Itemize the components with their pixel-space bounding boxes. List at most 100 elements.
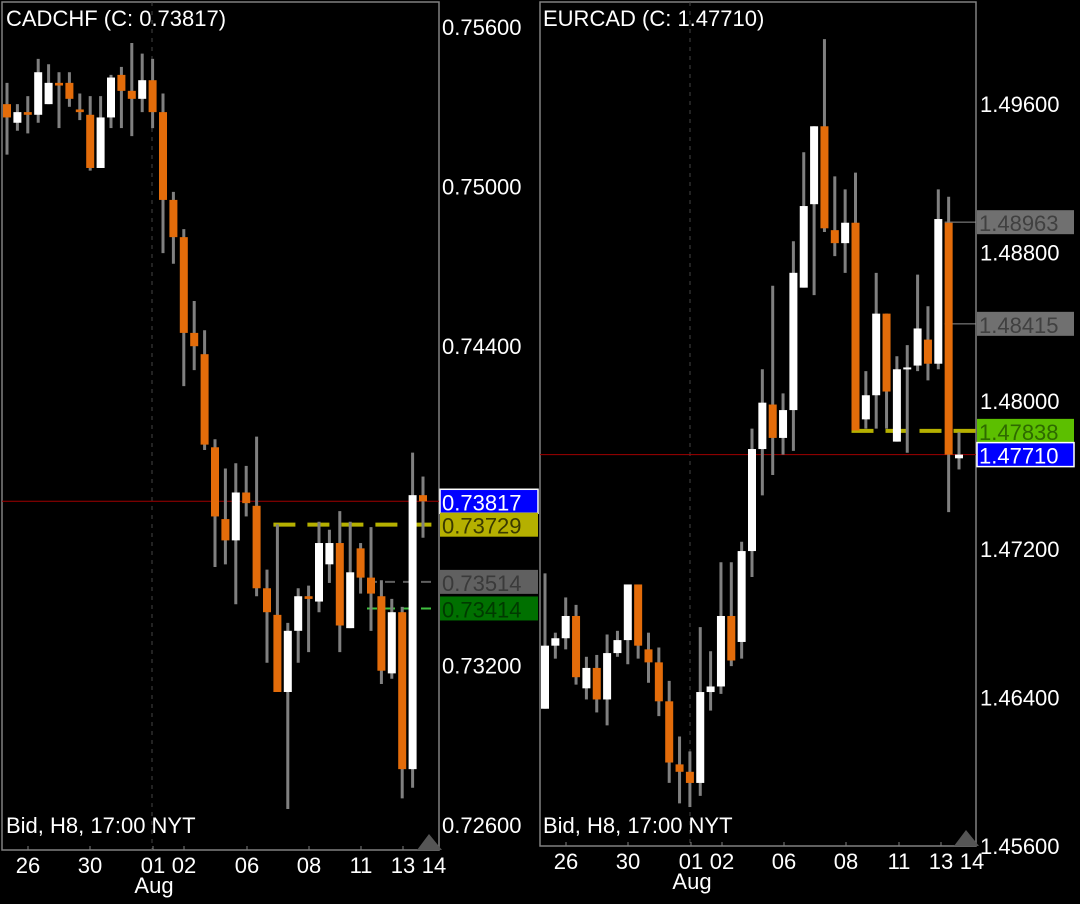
candle-body [551, 638, 560, 646]
cadchf-candle [315, 521, 323, 613]
candle-body [419, 495, 427, 502]
candle-body [675, 764, 684, 772]
candle-body [634, 584, 643, 646]
eurcad-price-tag [977, 311, 1074, 336]
candle-body [955, 454, 963, 459]
eurcad-candle [541, 573, 549, 709]
cadchf-x-tick-label: 06 [235, 853, 259, 878]
candle-body [23, 112, 32, 115]
eurcad-candle [861, 371, 870, 429]
eurcad-price-tag-label: 1.48963 [979, 211, 1059, 236]
candle-body [294, 596, 303, 631]
eurcad-candle [582, 656, 591, 700]
cadchf-price-tag-label: 0.73817 [442, 490, 522, 515]
candle-body [582, 667, 591, 689]
eurcad-candle [882, 313, 891, 429]
eurcad-candle [934, 189, 943, 370]
eurcad-price-tag [977, 418, 1074, 443]
candle-body [654, 662, 663, 702]
cadchf-candle [211, 439, 219, 567]
candle-body [799, 206, 808, 288]
cadchf-candle [13, 104, 22, 131]
eurcad-y-tick-label: 1.47200 [980, 537, 1060, 562]
cadchf-x-tick-label: 11 [350, 853, 373, 878]
candle-body [748, 449, 756, 552]
eurcad-candle [613, 630, 622, 657]
candle-body [851, 222, 860, 431]
cadchf-price-tag-label: 0.73514 [442, 571, 522, 596]
cadchf-candle [398, 606, 407, 799]
candle-body [55, 82, 63, 86]
eurcad-chart: 1.49600 1.48800 1.48000 1.47200 1.46400 1.456… [539, 1, 1075, 894]
candle-body [138, 80, 147, 99]
eurcad-candle [799, 152, 808, 288]
eurcad-y-tick-label: 1.48800 [980, 240, 1060, 265]
cadchf-candle [179, 229, 188, 387]
cadchf-x-tick-label: 02 [172, 853, 196, 878]
candle-body [613, 640, 622, 654]
eurcad-x-month-label: Aug [672, 869, 711, 894]
candle-body [65, 82, 74, 99]
candle-body [398, 612, 407, 770]
cadchf-candle [252, 436, 261, 597]
cadchf-candle [408, 452, 417, 788]
cadchf-plot-border [1, 1, 440, 851]
cadchf-candle [169, 191, 178, 264]
cadchf-x-tick-label: 26 [16, 853, 40, 878]
eurcad-candle [923, 306, 932, 381]
candle-body [810, 126, 819, 205]
candle-body [179, 237, 188, 333]
cadchf-candle [273, 524, 282, 692]
candle-body [541, 645, 549, 709]
candle-body [377, 596, 386, 671]
candle-body [696, 692, 705, 783]
cadchf-chart-title: CADCHF (C: 0.73817) [6, 6, 227, 31]
candle-body [716, 615, 725, 687]
eurcad-candle [623, 584, 632, 665]
candle-body [861, 395, 870, 420]
cadchf-candle [346, 521, 355, 629]
cadchf-y-tick-label: 0.72600 [442, 813, 522, 838]
cadchf-scroll-end-icon[interactable] [417, 834, 442, 850]
cadchf-candle [356, 543, 365, 594]
cadchf-candle [75, 93, 84, 121]
candle-body [737, 551, 746, 642]
candle-body [758, 402, 767, 450]
cadchf-x-month-label: Aug [134, 873, 173, 898]
eurcad-candle [706, 651, 715, 711]
eurcad-candle [654, 647, 663, 717]
cadchf-candle [242, 465, 251, 517]
candle-body [706, 686, 715, 693]
eurcad-candle [696, 627, 705, 796]
eurcad-candle [685, 751, 694, 808]
cadchf-x-tick-label: 13 [391, 853, 415, 878]
eurcad-candle [592, 654, 601, 713]
candle-body [572, 615, 581, 678]
eurcad-x-tick-label: 14 [960, 849, 984, 874]
cadchf-price-tag [440, 596, 538, 621]
candle-body [623, 584, 632, 641]
candle-body [127, 90, 136, 99]
candle-body [841, 222, 850, 244]
eurcad-x-tick-label: 02 [710, 849, 734, 874]
eurcad-scroll-end-icon[interactable] [954, 830, 979, 846]
candle-body [779, 410, 788, 438]
candle-body [325, 543, 334, 565]
eurcad-price-tag [976, 441, 1075, 468]
cadchf-chart-footer: Bid, H8, 17:00 NYT [6, 813, 196, 838]
cadchf-x-tick-label: 14 [422, 853, 446, 878]
candle-body [387, 612, 396, 674]
candle-body [3, 104, 11, 118]
eurcad-candle [572, 604, 581, 685]
cadchf-y-tick-label: 0.75600 [442, 15, 522, 40]
eurcad-candle [892, 356, 901, 442]
cadchf-candle [96, 96, 105, 168]
eurcad-candle [810, 126, 819, 296]
candle-body [211, 447, 219, 517]
cadchf-candle [325, 529, 334, 583]
cadchf-candle [86, 96, 95, 171]
candle-body [913, 328, 922, 366]
candle-body [190, 332, 199, 347]
eurcad-candle [872, 272, 881, 429]
